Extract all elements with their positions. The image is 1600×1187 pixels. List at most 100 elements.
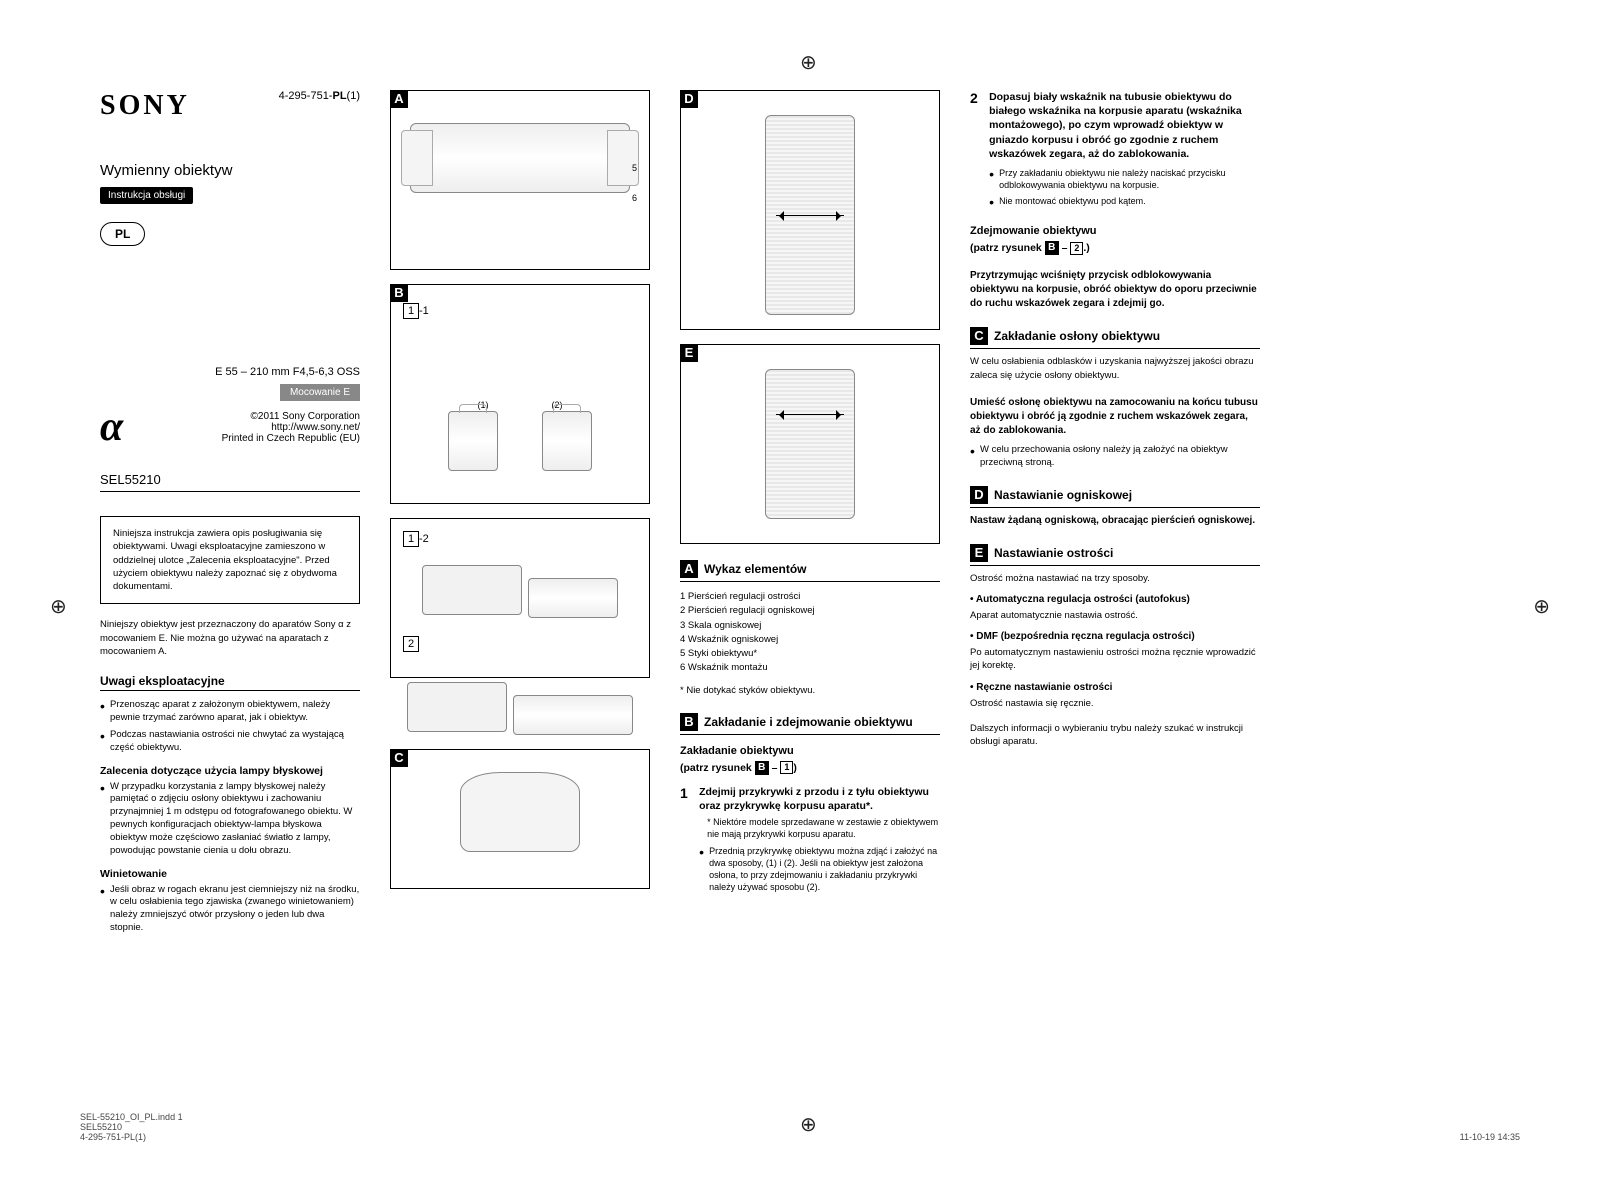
footer-indd: SEL-55210_OI_PL.indd 1	[80, 1112, 183, 1122]
step1-bullet: Przednią przykrywkę obiektywu można zdją…	[699, 845, 939, 894]
hood-intro: W celu osłabienia odblasków i uzyskania …	[970, 355, 1260, 382]
focus-mode3-b: Ostrość nastawia się ręcznie.	[970, 697, 1260, 710]
step1-note: * Niektóre modele sprzedawane w zestawie…	[699, 817, 939, 840]
usage-bullet-1: Przenosząc aparat z założonym obiektywem…	[100, 699, 360, 725]
part-3: 3 Skala ogniskowej	[680, 619, 940, 633]
detach-ref: (patrz rysunek B – 2.)	[970, 241, 1260, 255]
footer-model: SEL55210	[80, 1122, 183, 1132]
mount-badge-b: B	[680, 713, 698, 731]
figure-b2: 1-2 2	[390, 518, 650, 678]
step2-number: 2	[970, 90, 986, 106]
copyright-text: ©2011 Sony Corporation	[100, 411, 360, 422]
hood-badge-c: C	[970, 327, 988, 345]
figure-b: B 1-1 (1) (2)	[390, 284, 650, 504]
b-sub3-num: 2	[403, 636, 419, 652]
column-4: 2 Dopasuj biały wskaźnik na tubusie obie…	[970, 90, 1260, 939]
focus-mode2-h: • DMF (bezpośrednia ręczna regulacja ost…	[970, 630, 1260, 644]
attach-ref-pre: (patrz rysunek	[680, 762, 755, 774]
b-sub1-num: 1	[403, 303, 419, 319]
footer-left: SEL-55210_OI_PL.indd 1 SEL55210 4-295-75…	[80, 1112, 183, 1142]
step1-number: 1	[680, 785, 696, 801]
step1-text: Zdejmij przykrywki z przodu i z tyłu obi…	[699, 785, 939, 813]
heading-attach: Zakładanie obiektywu	[680, 745, 940, 757]
arrow-icon	[776, 414, 844, 415]
focus-mode3-h: • Ręczne nastawianie ostrości	[970, 681, 1260, 695]
focus-mode1-h: • Automatyczna regulacja ostrości (autof…	[970, 593, 1260, 607]
step-1: 1 Zdejmij przykrywki z przodu i z tyłu o…	[680, 785, 940, 897]
detach-body: Przytrzymując wciśnięty przycisk odbloko…	[970, 269, 1260, 311]
crop-mark-bottom: ⊕	[800, 1112, 817, 1137]
divider	[100, 491, 360, 492]
hood-bold: Umieść osłonę obiektywu na zamocowaniu n…	[970, 396, 1260, 438]
section-mount: B Zakładanie i zdejmowanie obiektywu	[680, 713, 940, 735]
attach-ref: (patrz rysunek B – 1)	[680, 761, 940, 775]
detach-ref-pre: (patrz rysunek	[970, 242, 1045, 254]
zoom-badge-d: D	[970, 486, 988, 504]
figure-c-badge: C	[390, 749, 408, 767]
arrow-icon	[776, 215, 844, 216]
lens-spec: E 55 – 210 mm F4,5-6,3 OSS	[100, 366, 360, 378]
heading-usage: Uwagi eksploatacyjne	[100, 674, 360, 691]
section-hood: C Zakładanie osłony obiektywu	[970, 327, 1260, 349]
detach-ref-post: .)	[1083, 242, 1089, 254]
usage-bullets: Przenosząc aparat z założonym obiektywem…	[100, 699, 360, 754]
brand-logo: SONY	[100, 90, 190, 122]
figure-b-badge: B	[390, 284, 408, 302]
focus-badge-e: E	[970, 544, 988, 562]
crop-mark-top: ⊕	[800, 50, 817, 75]
crop-mark-right: ⊕	[1533, 594, 1550, 619]
b-sub2-suffix: -2	[419, 533, 429, 545]
footer-right: 11-10-19 14:35	[1460, 1132, 1520, 1142]
focus-intro: Ostrość można nastawiać na trzy sposoby.	[970, 572, 1260, 585]
focus-mode1-b: Aparat automatycznie nastawia ostrość.	[970, 609, 1260, 622]
flash-bullets: W przypadku korzystania z lampy błyskowe…	[100, 781, 360, 858]
pointer-6: 6	[632, 193, 637, 203]
heading-parts: Wykaz elementów	[704, 562, 806, 576]
docnum-lang: PL	[332, 90, 346, 102]
printed-text: Printed in Czech Republic (EU)	[100, 433, 360, 444]
heading-detach: Zdejmowanie obiektywu	[970, 225, 1260, 237]
docnum-suffix: (1)	[347, 90, 360, 102]
camera-lens-ill-2	[513, 695, 633, 735]
crop-mark-left: ⊕	[50, 594, 67, 619]
hood-illustration	[460, 772, 580, 852]
camera-body-ill-1	[422, 565, 522, 615]
step-2: 2 Dopasuj biały wskaźnik na tubusie obie…	[970, 90, 1260, 211]
heading-vignette: Winietowanie	[100, 868, 360, 880]
heading-flash: Zalecenia dotyczące użycia lampy błyskow…	[100, 765, 360, 777]
docnum-prefix: 4-295-751-	[279, 90, 333, 102]
parts-note: * Nie dotykać styków obiektywu.	[680, 684, 940, 697]
column-1: SONY 4-295-751-PL(1) Wymienny obiektyw I…	[100, 90, 360, 939]
detach-ref-badge: B	[1045, 241, 1059, 255]
focus-mode2-b: Po automatycznym nastawieniu ostrości mo…	[970, 646, 1260, 673]
model-number: SEL55210	[100, 472, 360, 487]
heading-zoom: Nastawianie ogniskowej	[994, 488, 1132, 502]
part-2: 2 Pierścień regulacji ogniskowej	[680, 604, 940, 618]
camera-body-ill-2	[407, 682, 507, 732]
spec-block: E 55 – 210 mm F4,5-6,3 OSS Mocowanie E α…	[100, 366, 360, 444]
figure-e-badge: E	[680, 344, 698, 362]
b-sub1-suffix: -1	[419, 305, 429, 317]
pointer-5: 5	[632, 163, 637, 173]
part-4: 4 Wskaźnik ogniskowej	[680, 633, 940, 647]
section-parts: A Wykaz elementów	[680, 560, 940, 582]
heading-mount: Zakładanie i zdejmowanie obiektywu	[704, 715, 913, 729]
zoom-bold: Nastaw żądaną ogniskową, obracając pierś…	[970, 514, 1260, 528]
figure-a: A 1 2 3 4 5 6	[390, 90, 650, 270]
page-root: SONY 4-295-751-PL(1) Wymienny obiektyw I…	[100, 90, 1500, 939]
figure-d: D	[680, 90, 940, 330]
lens-vertical-d	[765, 115, 855, 315]
heading-focus: Nastawianie ostrości	[994, 546, 1113, 560]
heading-hood: Zakładanie osłony obiektywu	[994, 329, 1160, 343]
attach-ref-num: 1	[780, 761, 793, 774]
step2-text: Dopasuj biały wskaźnik na tubusie obiekt…	[989, 90, 1259, 161]
column-2: A 1 2 3 4 5 6 B 1-1 (1) (2)	[390, 90, 650, 939]
lens-cap-ill-2	[542, 411, 592, 471]
vignette-bullet: Jeśli obraz w rogach ekranu jest ciemnie…	[100, 884, 360, 935]
alpha-logo: α	[100, 411, 123, 445]
product-title: Wymienny obiektyw	[100, 162, 360, 179]
hood-bullet: W celu przechowania osłony należy ją zał…	[970, 444, 1260, 470]
intro-box: Niniejsza instrukcja zawiera opis posług…	[100, 516, 360, 604]
attach-ref-post: )	[793, 762, 797, 774]
lens-horizontal-illustration	[410, 123, 630, 193]
